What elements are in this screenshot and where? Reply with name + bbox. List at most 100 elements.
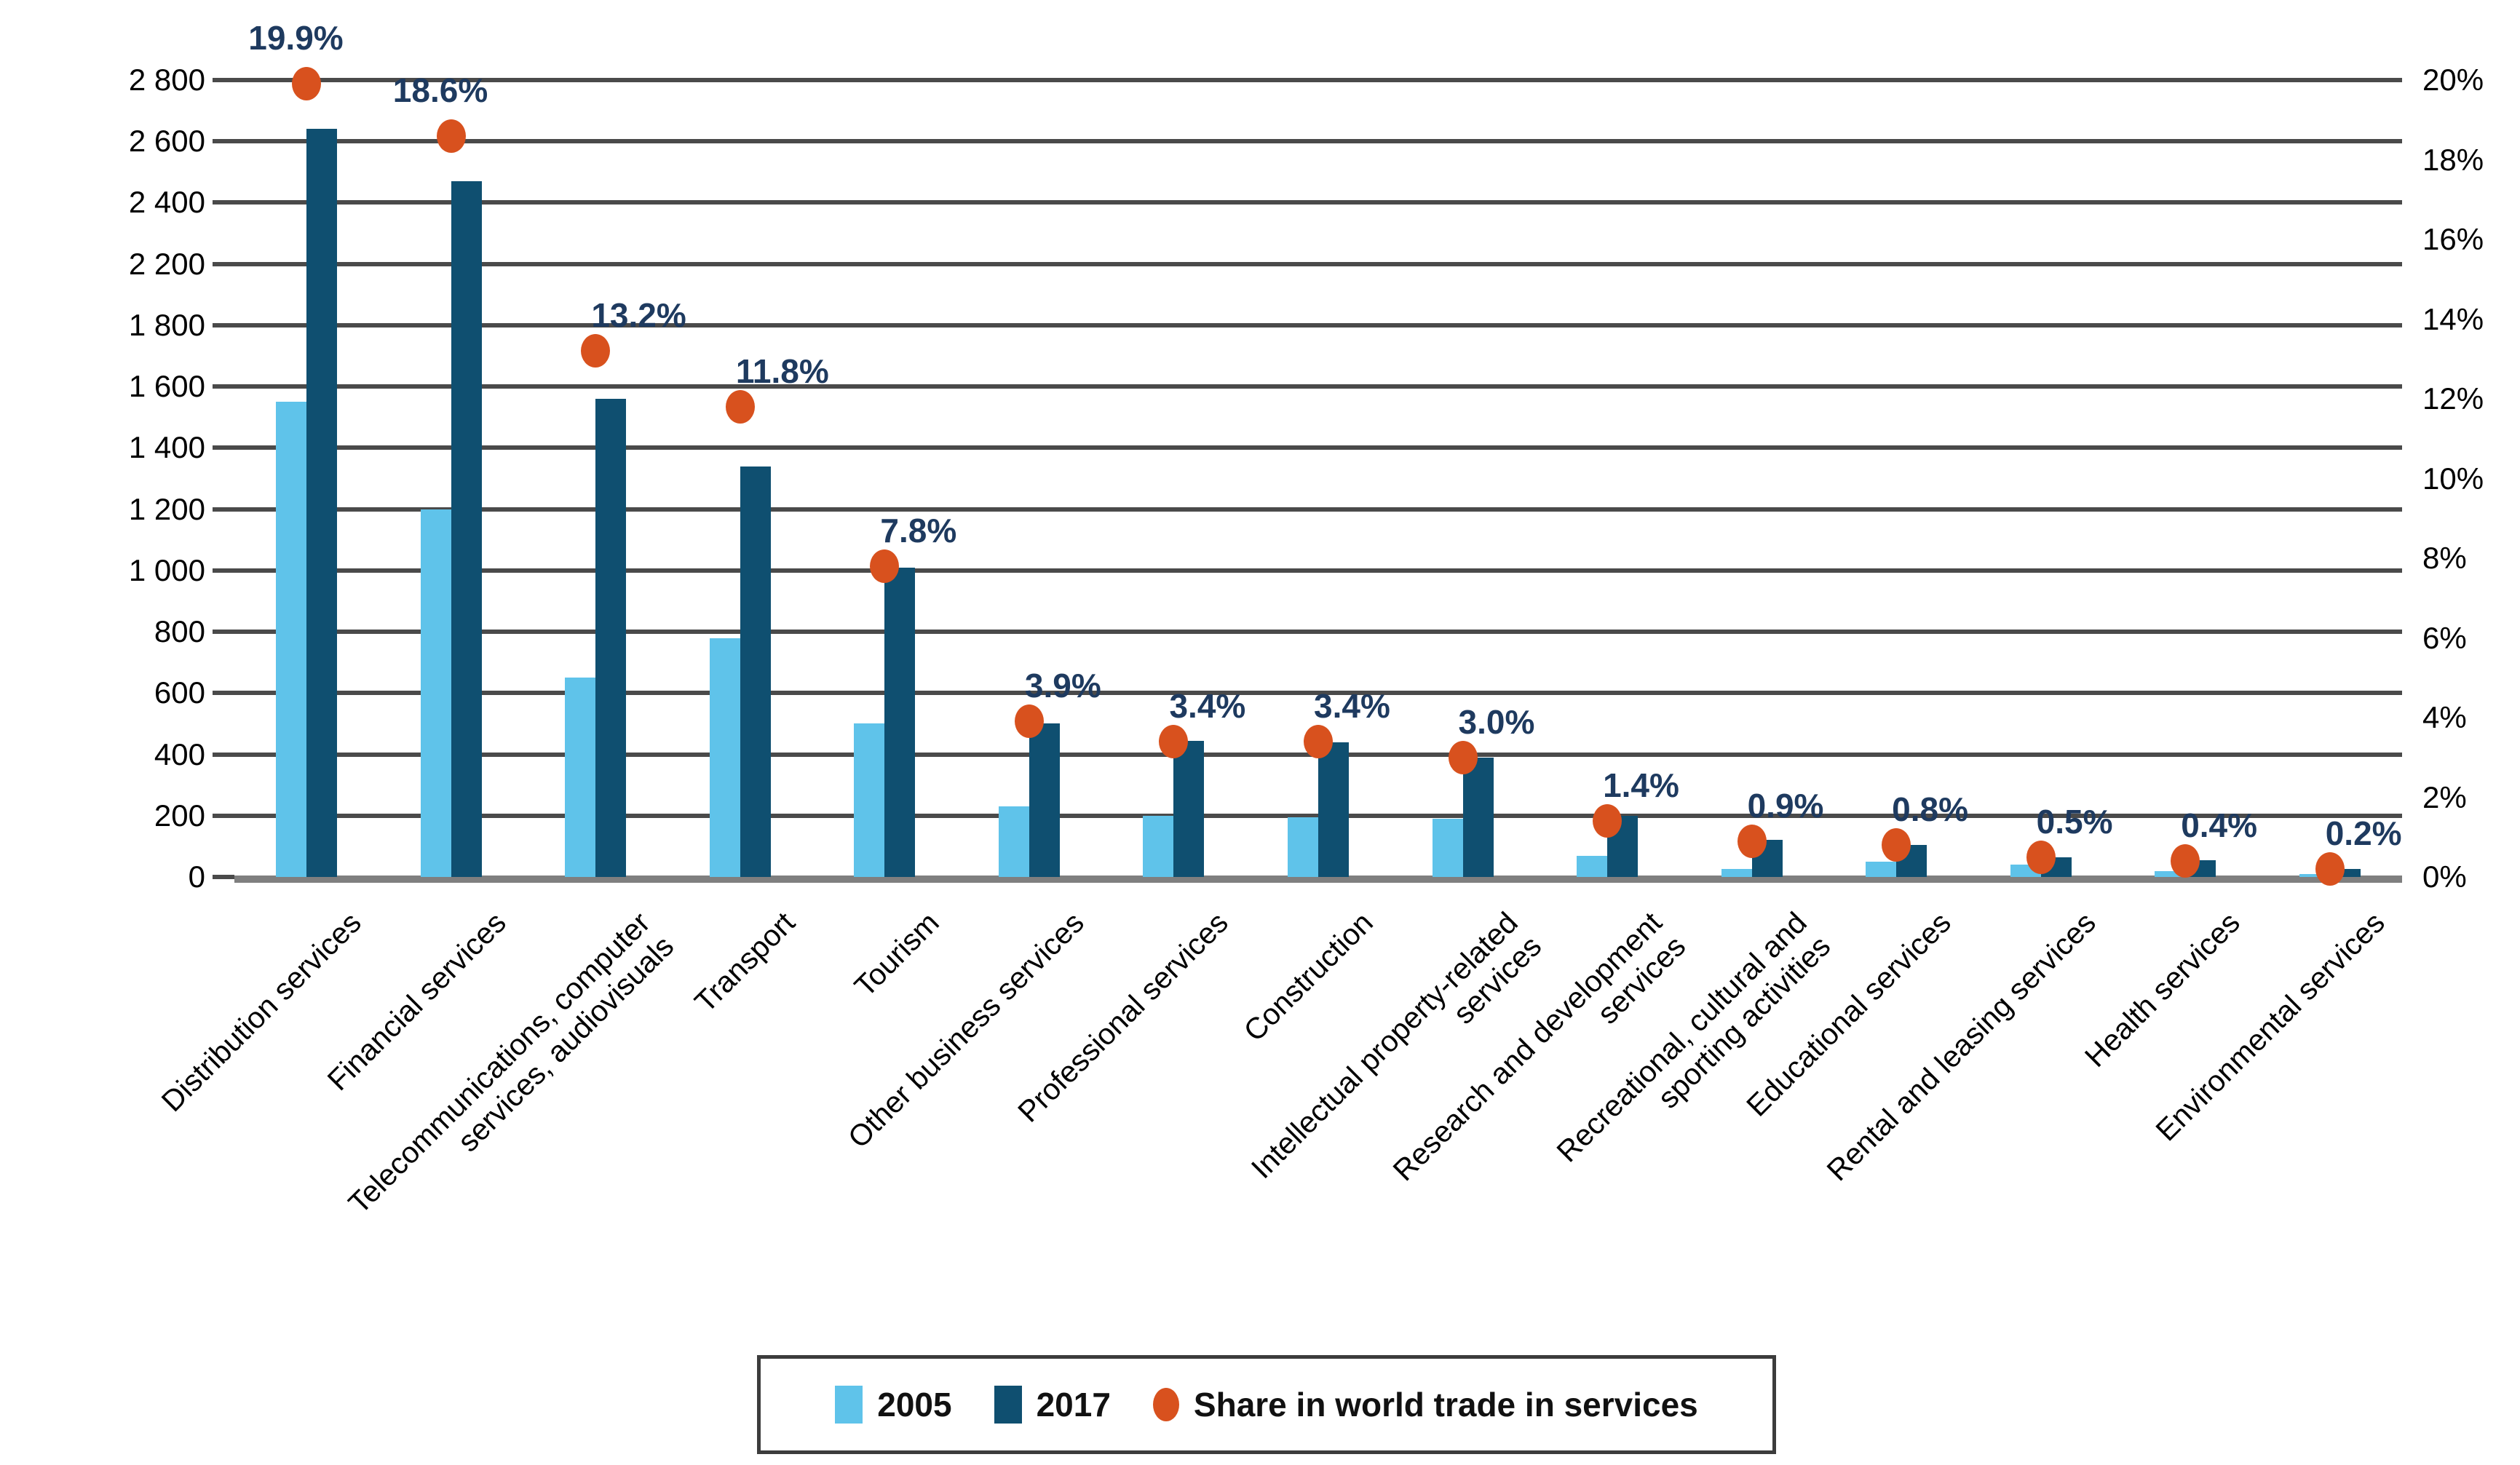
legend-label-2017: 2017 xyxy=(1036,1386,1111,1424)
gridline xyxy=(234,630,2402,635)
share-dot xyxy=(725,389,755,424)
bar-2017 xyxy=(451,180,482,877)
share-dot xyxy=(2026,840,2056,874)
y-axis-tick xyxy=(213,507,234,512)
bar-2017 xyxy=(1173,740,1205,877)
share-percent-label: 3.4% xyxy=(1314,686,1390,725)
bar-2005 xyxy=(276,402,307,877)
share-percent-label: 11.8% xyxy=(735,352,829,390)
share-dot xyxy=(436,119,466,153)
y-axis-tick xyxy=(213,875,234,879)
bar-2005 xyxy=(998,806,1029,877)
y-axis-tick xyxy=(213,568,234,573)
bar-2005 xyxy=(2299,873,2330,877)
y-axis-right-label: 14% xyxy=(2422,301,2484,336)
legend-swatch-2017 xyxy=(994,1386,1022,1424)
y-axis-left-label: 600 xyxy=(154,675,205,710)
legend: 2005 2017 Share in world trade in servic… xyxy=(757,1355,1776,1454)
y-axis-left-label: 1 200 xyxy=(128,491,205,526)
share-dot xyxy=(2171,844,2200,878)
gridline xyxy=(234,78,2402,82)
share-dot xyxy=(1304,724,1333,758)
bar-2005 xyxy=(420,509,451,877)
y-axis-tick xyxy=(213,261,234,266)
gridline xyxy=(234,322,2402,327)
y-axis-left-label: 0 xyxy=(188,859,205,894)
y-axis-tick xyxy=(213,752,234,757)
share-percent-label: 3.0% xyxy=(1458,702,1535,741)
gridline xyxy=(234,691,2402,696)
y-axis-right-label: 20% xyxy=(2422,63,2484,97)
bar-2005 xyxy=(565,678,596,877)
share-dot xyxy=(1737,824,1767,858)
gridline xyxy=(234,384,2402,389)
y-axis-right-label: 6% xyxy=(2422,620,2467,655)
y-axis-tick xyxy=(213,630,234,635)
share-percent-label: 18.6% xyxy=(392,71,488,109)
y-axis-right-label: 16% xyxy=(2422,222,2484,256)
bar-2005 xyxy=(1577,855,1608,877)
share-percent-label: 13.2% xyxy=(591,296,686,335)
gridline xyxy=(234,445,2402,450)
bar-2017 xyxy=(2329,869,2361,877)
y-axis-tick xyxy=(213,78,234,82)
x-axis-baseline xyxy=(234,876,2402,883)
share-percent-label: 0.5% xyxy=(2036,802,2113,841)
y-axis-right-label: 0% xyxy=(2422,859,2467,894)
y-axis-left-label: 1 000 xyxy=(128,552,205,587)
bar-2005 xyxy=(854,723,885,877)
bar-2017 xyxy=(595,399,627,877)
bar-2017 xyxy=(884,567,916,877)
gridline xyxy=(234,261,2402,266)
y-axis-left-label: 1 800 xyxy=(128,307,205,342)
y-axis-left-label: 1 400 xyxy=(128,430,205,465)
y-axis-tick xyxy=(213,813,234,818)
share-dot xyxy=(292,67,322,101)
y-axis-tick xyxy=(213,445,234,450)
gridline xyxy=(234,200,2402,205)
gridline xyxy=(234,139,2402,144)
y-axis-tick xyxy=(213,139,234,144)
share-dot xyxy=(2315,852,2345,886)
y-axis-left-label: 2 200 xyxy=(128,246,205,281)
bar-2017 xyxy=(1318,742,1349,877)
y-axis-left-label: 200 xyxy=(154,798,205,833)
y-axis-left-label: 400 xyxy=(154,737,205,771)
bar-2017 xyxy=(1462,757,1494,877)
y-axis-right-label: 4% xyxy=(2422,700,2467,734)
bar-2005 xyxy=(1143,815,1174,877)
legend-item-2005: 2005 xyxy=(835,1385,952,1424)
share-percent-label: 0.8% xyxy=(1892,790,1968,829)
y-axis-left-label: 2 800 xyxy=(128,63,205,97)
bar-2005 xyxy=(1288,817,1318,877)
bar-2005 xyxy=(709,638,740,877)
share-percent-label: 0.2% xyxy=(2325,814,2402,853)
share-dot xyxy=(1882,828,1911,862)
legend-label-share: Share in world trade in services xyxy=(1193,1386,1698,1424)
share-percent-label: 19.9% xyxy=(248,19,344,57)
share-percent-label: 1.4% xyxy=(1603,766,1679,805)
bar-2005 xyxy=(1721,869,1752,877)
bar-2017 xyxy=(740,466,771,877)
share-dot xyxy=(1593,804,1622,838)
legend-label-2005: 2005 xyxy=(877,1386,952,1424)
gridline xyxy=(234,568,2402,573)
y-axis-tick xyxy=(213,384,234,389)
share-dot xyxy=(870,549,900,583)
y-axis-right-label: 12% xyxy=(2422,381,2484,416)
y-axis-right-label: 10% xyxy=(2422,461,2484,496)
share-percent-label: 3.4% xyxy=(1169,686,1246,725)
y-axis-left-label: 1 600 xyxy=(128,369,205,404)
legend-item-2017: 2017 xyxy=(994,1385,1111,1424)
legend-item-share: Share in world trade in services xyxy=(1152,1385,1698,1424)
share-percent-label: 7.8% xyxy=(880,511,957,549)
share-percent-label: 0.4% xyxy=(2181,806,2258,845)
y-axis-tick xyxy=(213,200,234,205)
share-dot xyxy=(1448,740,1478,774)
bar-2005 xyxy=(1432,818,1463,877)
share-dot xyxy=(1159,724,1189,758)
y-axis-right-label: 8% xyxy=(2422,541,2467,575)
bar-2005 xyxy=(2155,870,2186,877)
y-axis-tick xyxy=(213,691,234,696)
